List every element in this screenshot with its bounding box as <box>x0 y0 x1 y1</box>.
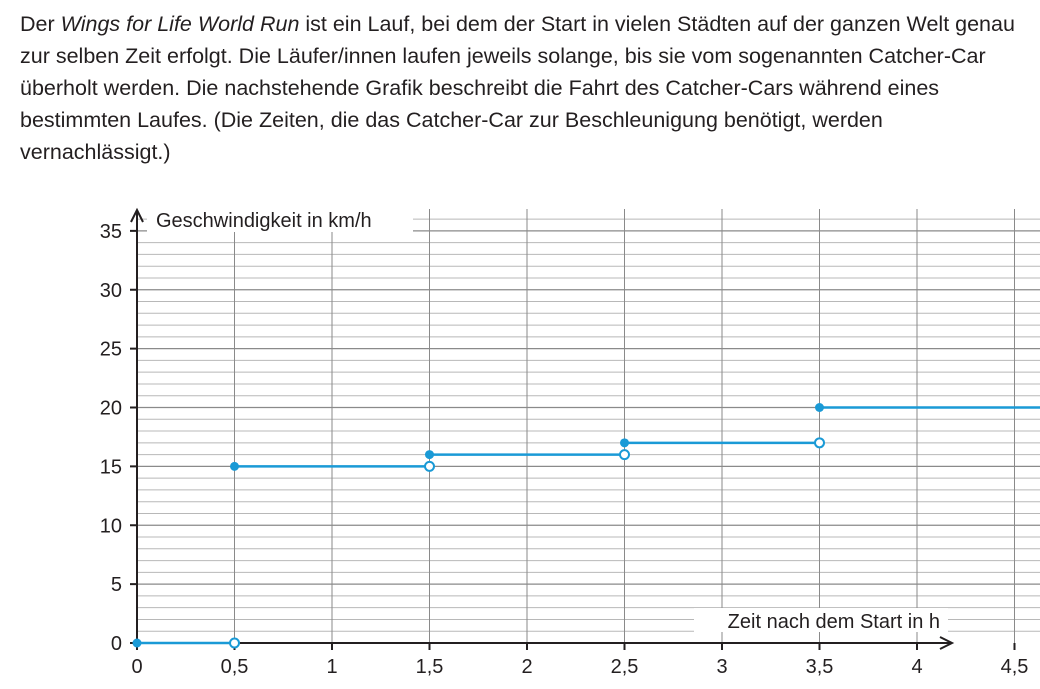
x-tick-label: 2,5 <box>611 656 639 678</box>
x-axis-title-bg <box>694 608 948 632</box>
closed-endpoint <box>815 403 824 412</box>
y-axis-title: Geschwindigkeit in km/h <box>156 210 372 232</box>
axis-titles: Geschwindigkeit in km/h Zeit nach dem Sta… <box>147 208 948 633</box>
y-tick-label: 35 <box>100 221 122 243</box>
y-axis-title-bg <box>147 208 413 232</box>
y-tick-label: 10 <box>100 515 122 537</box>
intro-prefix: Der <box>20 12 61 36</box>
run-name: Wings for Life World Run <box>60 12 300 36</box>
grid <box>137 209 1040 643</box>
closed-endpoint <box>620 438 629 448</box>
intro-paragraph: Der Wings for Life World Run ist ein Lau… <box>20 8 1020 168</box>
x-tick-label: 4 <box>911 656 922 678</box>
x-tick-label: 3,5 <box>806 656 834 678</box>
open-endpoint <box>424 460 435 472</box>
x-tick-label: 4,5 <box>1001 656 1029 678</box>
x-tick-label: 1 <box>326 656 337 678</box>
y-tick-label: 0 <box>111 633 122 655</box>
x-axis-arrow <box>939 636 955 650</box>
x-tick-label: 3 <box>716 656 727 678</box>
x-axis-title: Zeit nach dem Start in h <box>728 611 940 633</box>
y-tick-label: 25 <box>100 339 122 361</box>
intro-text: Der Wings for Life World Run ist ein Lau… <box>20 8 1020 168</box>
open-endpoint <box>814 437 825 449</box>
x-tick-label: 0,5 <box>221 656 249 678</box>
x-tick-label: 2 <box>521 656 532 678</box>
intro-body: ist ein Lauf, bei dem der Start in viele… <box>20 12 1015 164</box>
y-axis-arrow <box>130 207 144 223</box>
open-endpoint <box>229 637 240 649</box>
tick-labels: 0510152025303500,511,522,533,544,555,566… <box>100 221 1029 678</box>
y-tick-label: 20 <box>100 398 122 420</box>
closed-endpoint <box>230 461 239 471</box>
closed-endpoint <box>425 450 434 460</box>
closed-endpoint <box>132 638 142 648</box>
axes <box>130 207 1016 650</box>
open-endpoint <box>619 449 630 461</box>
y-tick-label: 15 <box>100 456 122 478</box>
y-tick-label: 5 <box>111 574 122 596</box>
y-tick-label: 30 <box>100 280 122 302</box>
series <box>132 403 1040 649</box>
x-tick-label: 0 <box>131 656 142 678</box>
x-tick-label: 1,5 <box>416 656 444 678</box>
